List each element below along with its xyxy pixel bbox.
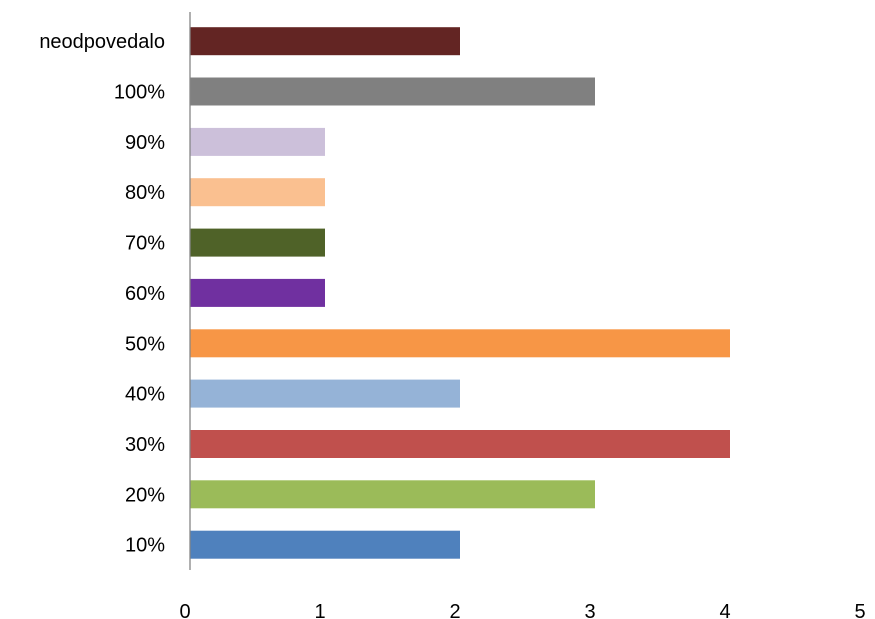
bar-10pct: [190, 530, 460, 559]
y-tick-label: 20%: [125, 484, 165, 506]
bar-100pct: [190, 77, 595, 106]
y-tick-label: 60%: [125, 283, 165, 305]
x-tick-label: 4: [719, 601, 730, 619]
bar-20pct: [190, 480, 595, 509]
y-tick-label: neodpovedalo: [39, 31, 165, 53]
y-axis-labels: 10% 20% 30% 40% 50% 60% 70% 80% 90% 100% neodpoved…: [39, 31, 165, 557]
bar-80pct: [190, 178, 325, 207]
x-tick-label: 3: [584, 601, 595, 619]
x-tick-label: 0: [179, 601, 190, 619]
y-tick-label: 70%: [125, 233, 165, 255]
bar-90pct: [190, 127, 325, 156]
y-tick-label: 90%: [125, 132, 165, 154]
bar-50pct: [190, 329, 730, 358]
y-tick-label: 40%: [125, 384, 165, 406]
bars-group: [190, 27, 730, 559]
bar-60pct: [190, 278, 325, 307]
bar-40pct: [190, 379, 460, 408]
bar-30pct: [190, 430, 730, 458]
x-tick-label: 1: [314, 601, 325, 619]
x-tick-label: 5: [854, 601, 865, 619]
x-axis-labels: 0 1 2 3 4 5: [179, 601, 865, 619]
y-tick-label: 30%: [125, 434, 165, 456]
bar-neodpovedalo: [190, 27, 460, 56]
x-tick-label: 2: [449, 601, 460, 619]
y-tick-label: 80%: [125, 182, 165, 204]
y-tick-label: 100%: [114, 82, 165, 104]
bar-70pct: [190, 228, 325, 257]
y-tick-label: 10%: [125, 535, 165, 557]
y-tick-label: 50%: [125, 333, 165, 355]
